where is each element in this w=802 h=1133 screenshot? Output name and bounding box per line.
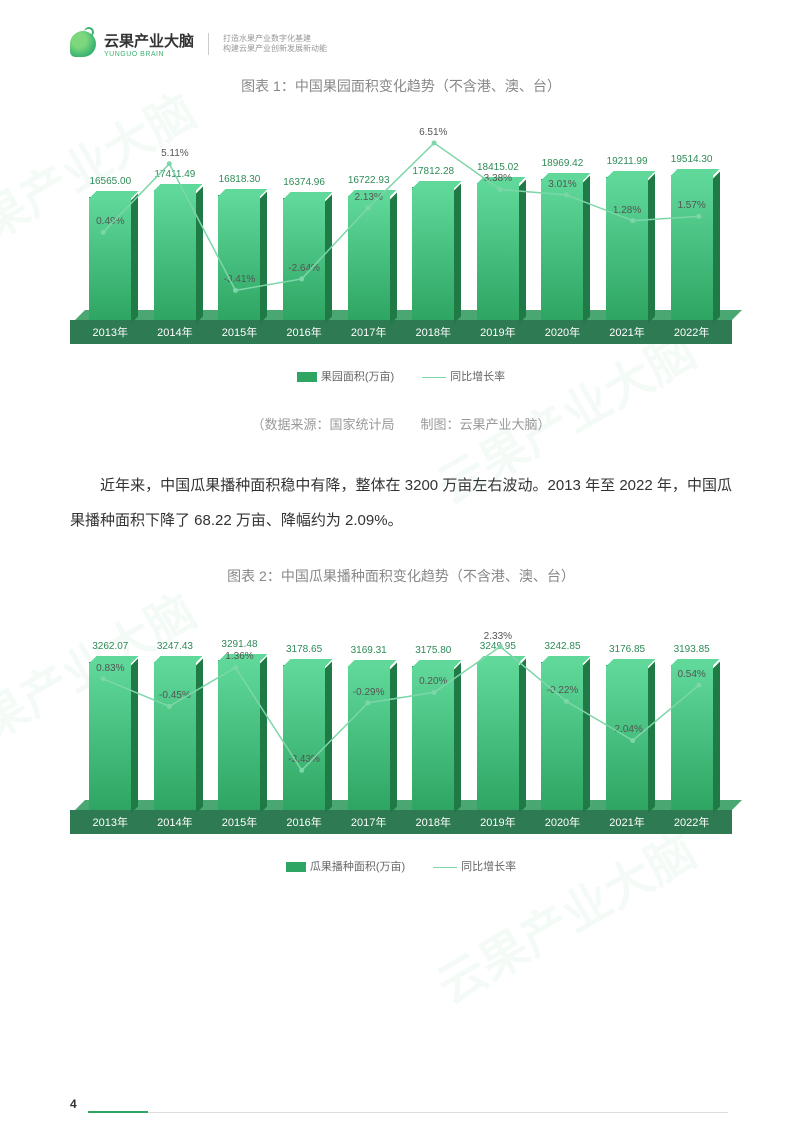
logo-name: 云果产业大脑: [104, 30, 194, 51]
logo-slogan-2: 构建云果产业创新发展新动能: [223, 44, 327, 54]
xaxis-label: 2018年: [401, 324, 466, 340]
pct-value-label: 1.28%: [595, 205, 660, 216]
legend-line: 同比增长率: [422, 368, 505, 384]
bar-value-label: 3176.85: [595, 644, 660, 655]
xaxis-label: 2017年: [336, 814, 401, 830]
bar-value-label: 3247.43: [143, 641, 208, 652]
pct-value-label: -0.29%: [336, 687, 401, 698]
pct-value-label: 3.01%: [530, 179, 595, 190]
xaxis-label: 2019年: [466, 324, 531, 340]
xaxis-label: 2022年: [659, 814, 724, 830]
chart2-title: 图表 2：中国瓜果播种面积变化趋势（不含港、澳、台）: [70, 566, 732, 586]
chart1-title: 图表 1：中国果园面积变化趋势（不含港、澳、台）: [70, 76, 732, 96]
bar-value-label: 16818.30: [207, 174, 272, 185]
xaxis-label: 2016年: [272, 324, 337, 340]
xaxis-label: 2020年: [530, 324, 595, 340]
bar-value-label: 17812.28: [401, 166, 466, 177]
xaxis-label: 2013年: [78, 324, 143, 340]
legend-line: 同比增长率: [433, 858, 516, 874]
xaxis-label: 2015年: [207, 814, 272, 830]
chart2: 2013年2014年2015年2016年2017年2018年2019年2020年…: [70, 600, 732, 850]
legend-bar: 果园面积(万亩): [297, 368, 394, 384]
xaxis-label: 2016年: [272, 814, 337, 830]
pct-value-label: -3.41%: [207, 274, 272, 285]
page-footer-rule: [148, 1112, 728, 1113]
pct-value-label: -2.64%: [272, 263, 337, 274]
xaxis-label: 2015年: [207, 324, 272, 340]
logo-slogan: 打造水果产业数字化基建 构建云果产业创新发展新动能: [223, 34, 327, 55]
xaxis-label: 2017年: [336, 324, 401, 340]
pct-value-label: -0.45%: [143, 690, 208, 701]
chart2-legend: 瓜果播种面积(万亩) 同比增长率: [70, 858, 732, 874]
xaxis-label: 2019年: [466, 814, 531, 830]
bar-value-label: 3169.31: [336, 645, 401, 656]
xaxis-label: 2014年: [143, 814, 208, 830]
bar-value-label: 16565.00: [78, 176, 143, 187]
body-paragraph: 近年来，中国瓜果播种面积稳中有降，整体在 3200 万亩左右波动。2013 年至…: [70, 469, 732, 538]
pct-value-label: -3.43%: [272, 754, 337, 765]
page-number-bar: [88, 1111, 148, 1113]
bar-value-label: 3291.48: [207, 639, 272, 650]
bar-value-label: 3175.80: [401, 645, 466, 656]
logo-header: 云果产业大脑 YUNGUO BRAIN 打造水果产业数字化基建 构建云果产业创新…: [70, 30, 732, 58]
xaxis-label: 2020年: [530, 814, 595, 830]
legend-line-label: 同比增长率: [461, 861, 516, 873]
legend-bar-label: 果园面积(万亩): [321, 371, 394, 383]
logo-icon: [70, 31, 96, 57]
bar-value-label: 3262.07: [78, 641, 143, 652]
legend-line-label: 同比增长率: [450, 371, 505, 383]
page-number: 4: [70, 1097, 77, 1111]
pct-value-label: 2.33%: [466, 631, 531, 642]
xaxis-label: 2014年: [143, 324, 208, 340]
data-source: （数据来源：国家统计局 制图：云果产业大脑）: [70, 414, 732, 433]
pct-value-label: 0.20%: [401, 676, 466, 687]
bar-value-label: 16722.93: [336, 175, 401, 186]
logo-divider: [208, 33, 209, 55]
pct-value-label: 0.54%: [659, 669, 724, 680]
bar-value-label: 17411.49: [143, 169, 208, 180]
logo-slogan-1: 打造水果产业数字化基建: [223, 34, 327, 44]
bar-value-label: 3242.85: [530, 641, 595, 652]
bar-value-label: 3178.65: [272, 644, 337, 655]
page-container: 云果产业大脑 YUNGUO BRAIN 打造水果产业数字化基建 构建云果产业创新…: [0, 0, 802, 904]
pct-value-label: 3.38%: [466, 173, 531, 184]
bar-value-label: 18969.42: [530, 158, 595, 169]
bar-value-label: 16374.96: [272, 177, 337, 188]
pct-value-label: 0.83%: [78, 663, 143, 674]
legend-bar: 瓜果播种面积(万亩): [286, 858, 405, 874]
bar-value-label: 18415.02: [466, 162, 531, 173]
logo-text-block: 云果产业大脑 YUNGUO BRAIN: [104, 30, 194, 58]
bar-value-label: 3193.85: [659, 644, 724, 655]
xaxis-label: 2022年: [659, 324, 724, 340]
chart1: 2013年2014年2015年2016年2017年2018年2019年2020年…: [70, 110, 732, 360]
pct-value-label: 1.57%: [659, 200, 724, 211]
logo-sub: YUNGUO BRAIN: [104, 51, 194, 58]
xaxis-label: 2021年: [595, 324, 660, 340]
pct-value-label: 0.49%: [78, 216, 143, 227]
xaxis-label: 2021年: [595, 814, 660, 830]
pct-value-label: -0.22%: [530, 685, 595, 696]
bar-value-label: 19211.99: [595, 156, 660, 167]
pct-value-label: 2.13%: [336, 192, 401, 203]
legend-bar-label: 瓜果播种面积(万亩): [310, 861, 405, 873]
xaxis-label: 2018年: [401, 814, 466, 830]
pct-value-label: 1.36%: [207, 651, 272, 662]
pct-value-label: 5.11%: [143, 148, 208, 159]
chart1-legend: 果园面积(万亩) 同比增长率: [70, 368, 732, 384]
bar-value-label: 3249.95: [466, 641, 531, 652]
pct-value-label: 6.51%: [401, 127, 466, 138]
xaxis-label: 2013年: [78, 814, 143, 830]
bar-value-label: 19514.30: [659, 154, 724, 165]
body-paragraph-text: 近年来，中国瓜果播种面积稳中有降，整体在 3200 万亩左右波动。2013 年至…: [70, 477, 732, 529]
pct-value-label: -2.04%: [595, 724, 660, 735]
